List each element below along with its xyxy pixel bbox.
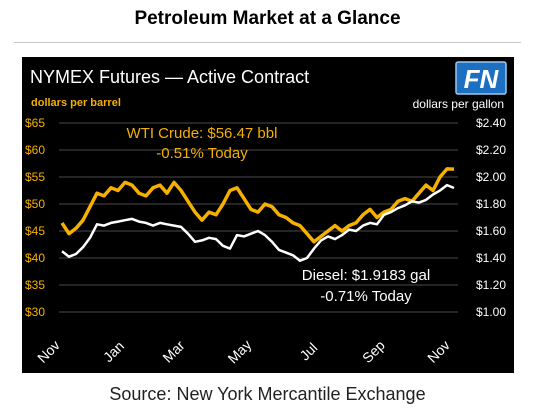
left-tick-label: $65 [25, 116, 45, 130]
left-tick-label: $60 [25, 143, 45, 157]
left-tick-label: $50 [25, 197, 45, 211]
right-tick-label: $1.40 [476, 251, 506, 265]
right-tick-label: $1.60 [476, 224, 506, 238]
diesel-price-annotation: Diesel: $1.9183 gal [302, 267, 430, 284]
x-tick-label: Nov [424, 337, 453, 366]
x-tick-label: Jan [100, 338, 127, 365]
chart-panel: NYMEX Futures — Active Contract dollars … [22, 57, 514, 373]
right-tick-label: $1.20 [476, 278, 506, 292]
diesel-change-annotation: -0.71% Today [320, 288, 412, 305]
chart-title: NYMEX Futures — Active Contract [30, 67, 309, 87]
right-tick-label: $2.40 [476, 116, 506, 130]
right-tick-label: $2.00 [476, 170, 506, 184]
left-axis-ticks: $65 $60 $55 $50 $45 $40 $35 $30 [25, 116, 45, 319]
title-divider [14, 42, 521, 43]
price-chart: NYMEX Futures — Active Contract dollars … [25, 61, 507, 366]
left-tick-label: $30 [25, 305, 45, 319]
x-axis-ticks: Nov Jan Mar May Jul Sep Nov [34, 336, 453, 366]
wti-price-annotation: WTI Crude: $56.47 bbl [127, 125, 278, 142]
x-tick-label: Jul [296, 339, 320, 363]
wti-crude-series-line [60, 167, 455, 244]
x-tick-label: May [224, 336, 254, 366]
fn-logo-badge [455, 61, 507, 95]
grid-lines [59, 122, 458, 313]
wti-change-annotation: -0.51% Today [156, 145, 248, 162]
source-note: Source: New York Mercantile Exchange [109, 384, 426, 404]
right-axis-label: dollars per gallon [413, 97, 504, 111]
diesel-series-line [61, 183, 455, 262]
x-tick-label: Mar [159, 337, 188, 366]
page-title: Petroleum Market at a Glance [134, 8, 401, 29]
right-tick-label: $2.20 [476, 143, 506, 157]
right-tick-label: $1.00 [476, 305, 506, 319]
fn-logo: FN [455, 61, 507, 95]
right-tick-label: $1.80 [476, 197, 506, 211]
x-tick-label: Nov [34, 337, 63, 366]
left-tick-label: $35 [25, 278, 45, 292]
left-axis-label: dollars per barrel [31, 97, 121, 109]
x-tick-label: Sep [359, 337, 388, 366]
left-tick-label: $40 [25, 251, 45, 265]
left-tick-label: $55 [25, 170, 45, 184]
fn-logo-text: FN [464, 64, 500, 94]
left-tick-label: $45 [25, 224, 45, 238]
right-axis-ticks: $2.40 $2.20 $2.00 $1.80 $1.60 $1.40 $1.20 $1.00 [476, 116, 506, 319]
